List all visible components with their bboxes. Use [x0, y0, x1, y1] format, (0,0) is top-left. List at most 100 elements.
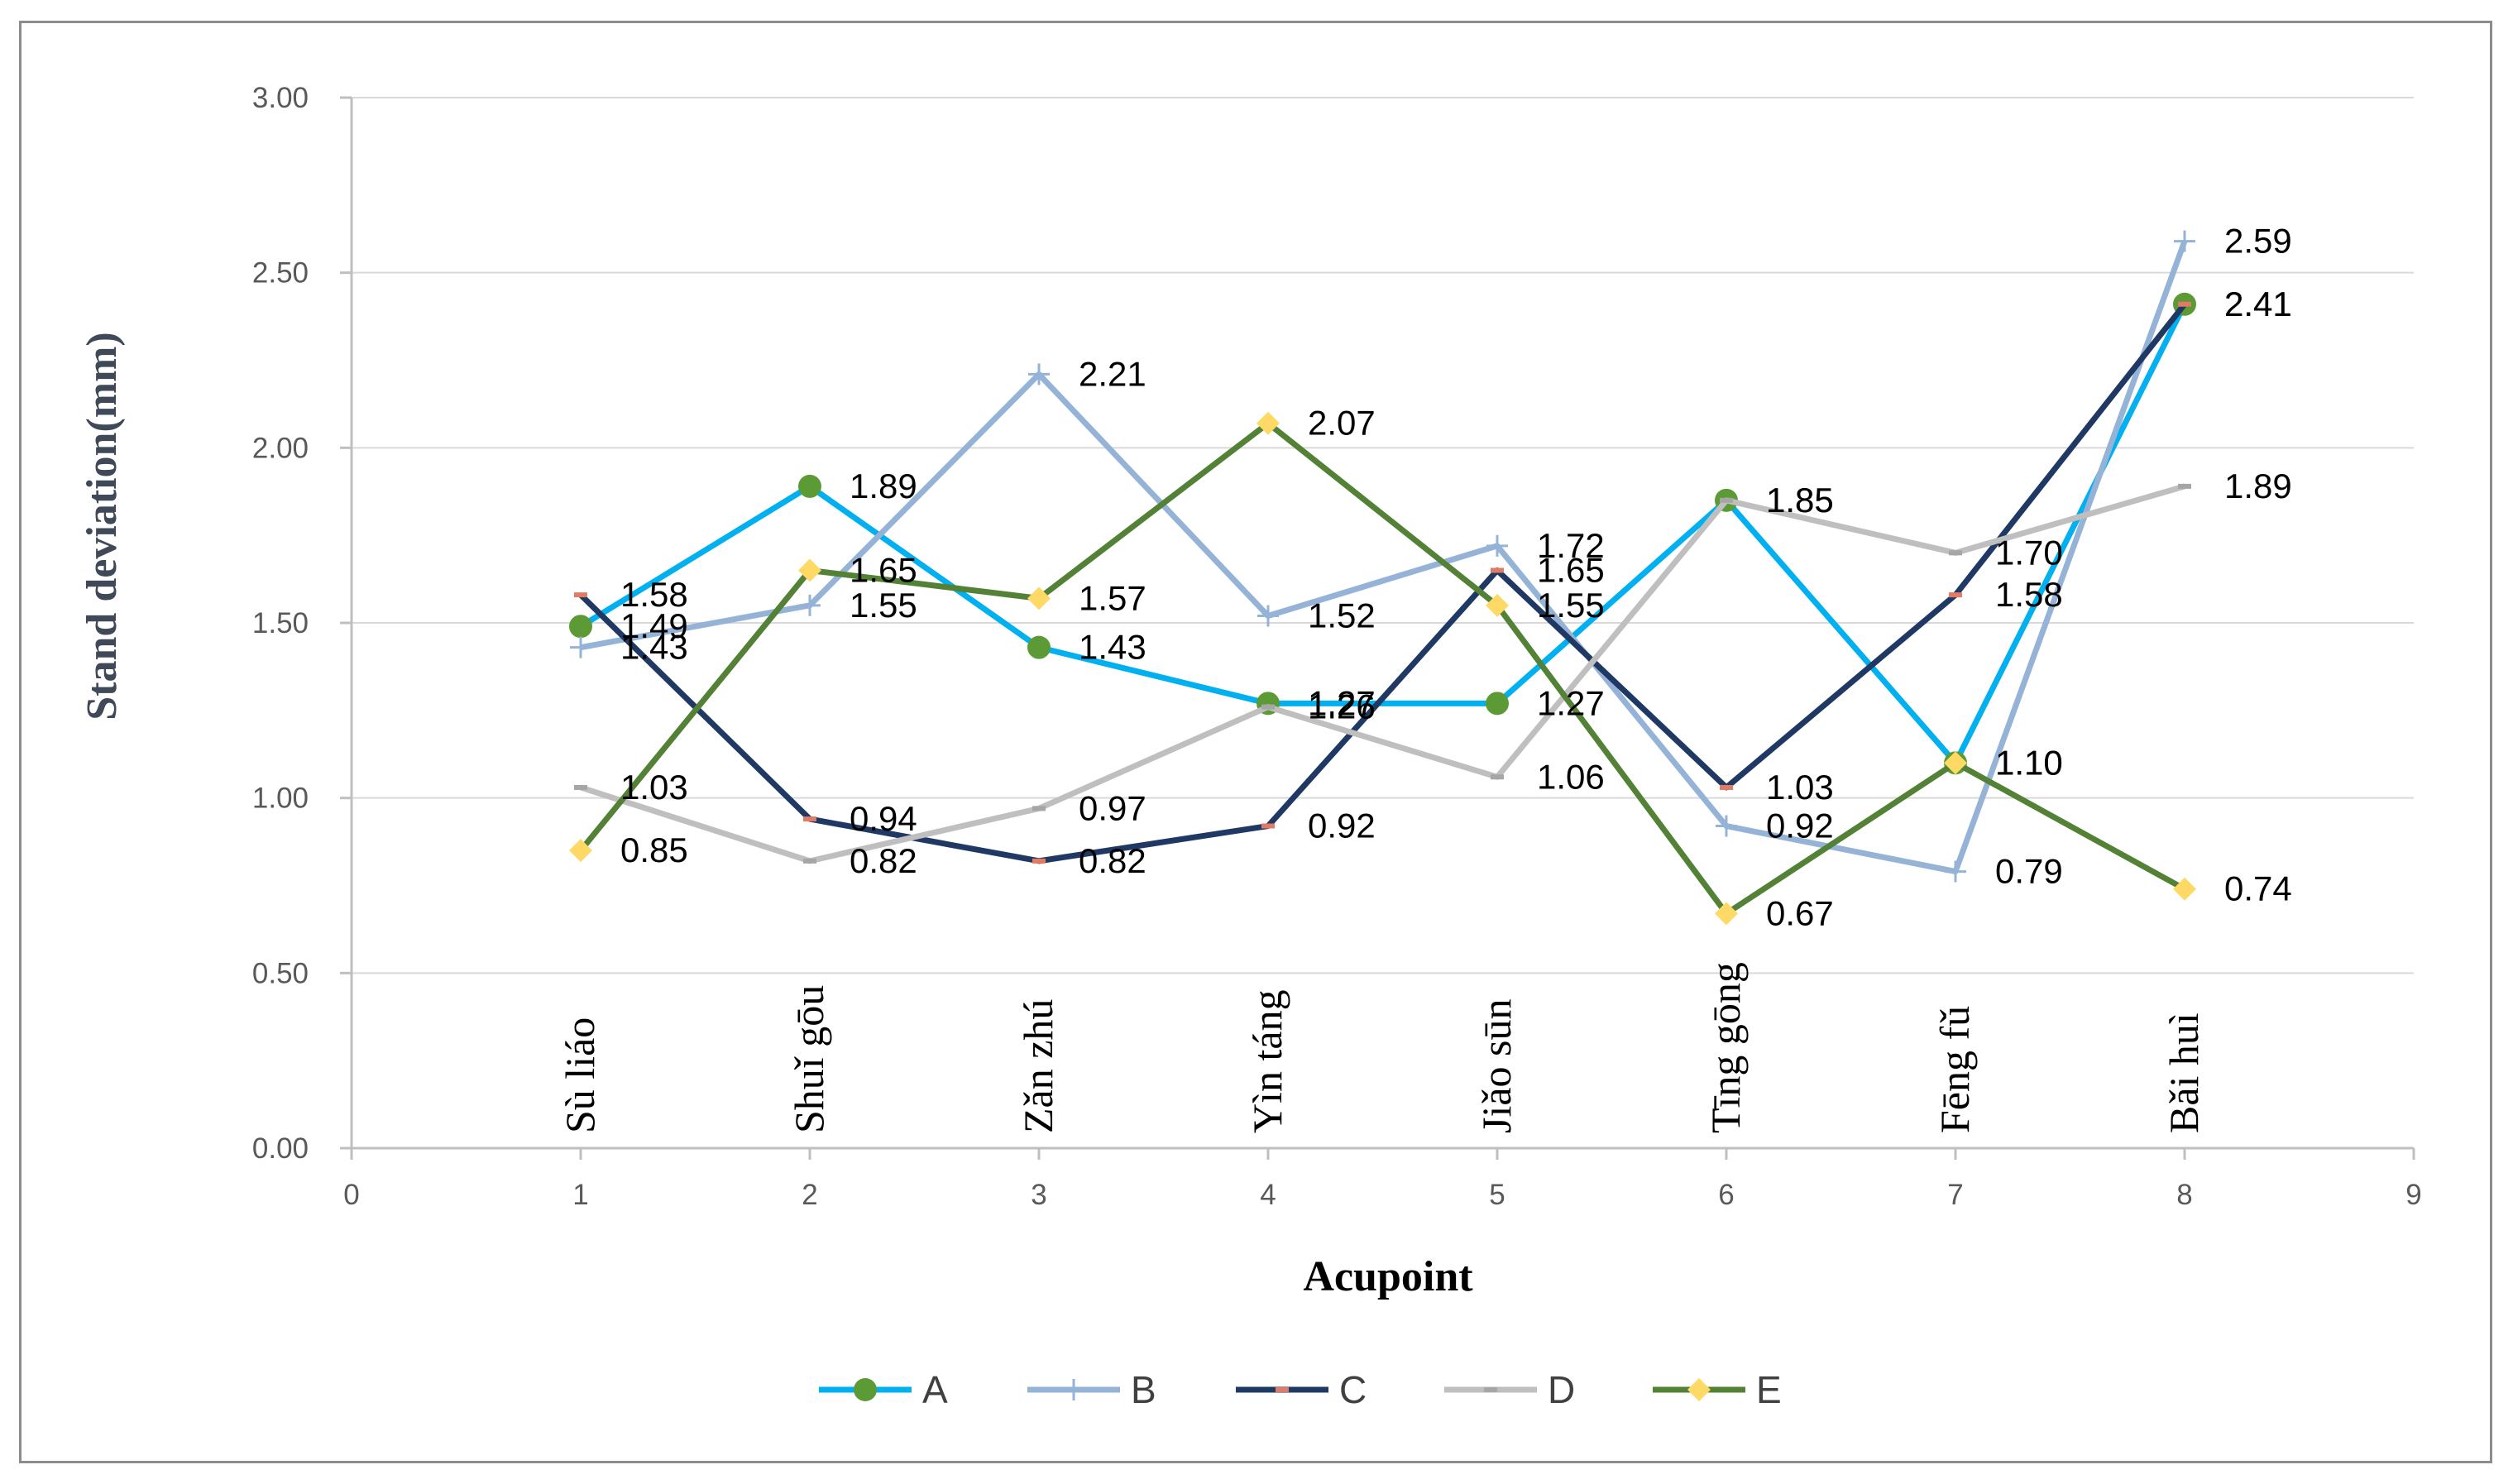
point-marker: [1063, 1379, 1084, 1400]
x-tick-label: 2: [802, 1179, 817, 1211]
point-marker: [803, 816, 816, 822]
point-marker: [854, 1378, 877, 1401]
point-marker: [1484, 1387, 1497, 1392]
category-label: Tīng gōng: [1702, 962, 1749, 1133]
point-marker: [1491, 567, 1504, 573]
category-labels: Sù liáo Shuǐ gōu Zǎn zhú Yìn táng Jiǎo sūn Tī…: [557, 962, 2207, 1133]
data-label-B: 2.21: [1079, 354, 1146, 393]
legend-item-B: B: [1027, 1368, 1156, 1411]
data-label-D: 0.82: [850, 841, 917, 880]
data-label-B: 2.59: [2224, 222, 2292, 261]
y-axis-title: Stand deviation(mm): [79, 332, 126, 720]
x-tick-label: 0: [343, 1179, 359, 1211]
data-label-A: 1.27: [1308, 683, 1376, 722]
point-marker: [1027, 586, 1051, 610]
y-tick-label: 1.50: [252, 607, 309, 639]
data-label-A: 1.89: [850, 467, 917, 505]
data-label-E: 1.57: [1079, 578, 1146, 617]
data-label-A: 1.10: [1995, 743, 2063, 782]
y-tick-label: 0.50: [252, 957, 309, 989]
data-labels: 1.49 1.89 1.43 1.27 1.27 1.85 1.10 2.41 1.43 1.55…: [620, 222, 2292, 933]
point-marker: [2173, 877, 2196, 901]
legend-label: D: [1548, 1368, 1575, 1411]
data-label-E: 0.74: [2224, 869, 2292, 908]
data-label-A: 1.49: [620, 606, 688, 645]
data-label-C: 0.94: [850, 799, 917, 838]
series-D: [574, 483, 2191, 864]
point-marker: [799, 594, 821, 616]
legend-label: A: [922, 1368, 948, 1411]
point-marker: [1945, 860, 1966, 883]
y-tick-label: 2.50: [252, 257, 309, 290]
point-marker: [574, 592, 587, 598]
y-tick-labels: 0.00 0.50 1.00 1.50 2.00 2.50 3.00: [252, 82, 309, 1165]
point-marker: [803, 858, 816, 864]
data-label-B: 0.92: [1766, 807, 1834, 845]
category-label: Bǎi huì: [2161, 1012, 2207, 1133]
data-label-D: 1.06: [1537, 757, 1605, 796]
point-marker: [1276, 1387, 1289, 1392]
point-marker: [1032, 806, 1046, 811]
data-label-B: 0.79: [1995, 852, 2063, 891]
x-tick-label: 6: [1718, 1179, 1734, 1211]
y-tick-label: 3.00: [252, 82, 309, 114]
data-label-D: 1.89: [2224, 467, 2292, 505]
point-marker: [1944, 751, 1967, 775]
point-marker: [569, 839, 592, 863]
category-label: Sù liáo: [557, 1017, 603, 1133]
data-label-D: 0.97: [1079, 788, 1146, 827]
y-tick-label: 2.00: [252, 432, 309, 464]
data-label-D: 1.85: [1766, 481, 1834, 519]
data-label-B: 1.72: [1537, 526, 1605, 565]
data-label-A: 1.85: [1766, 481, 1834, 519]
y-tick-label: 0.00: [252, 1132, 309, 1165]
data-label-C: 2.41: [2224, 285, 2292, 323]
data-label-D: 1.26: [1308, 687, 1376, 726]
data-label-D: 1.03: [620, 768, 688, 807]
series-line-C: [578, 302, 2187, 864]
series-line-D: [579, 483, 2185, 864]
data-label-C: 1.58: [1995, 575, 2063, 614]
x-tick-label: 8: [2176, 1179, 2192, 1211]
x-tick-label: 9: [2405, 1179, 2421, 1211]
data-label-E: 1.65: [850, 551, 917, 590]
gridlines: [340, 96, 2415, 1160]
point-marker: [1027, 635, 1051, 659]
point-marker: [1256, 411, 1280, 435]
point-marker: [1491, 774, 1504, 780]
point-marker: [1261, 823, 1275, 829]
point-marker: [1032, 858, 1046, 864]
x-axis-title: Acupoint: [1303, 1253, 1473, 1300]
data-label-E: 1.55: [1537, 586, 1605, 625]
data-label-C: 1.58: [620, 575, 688, 614]
point-marker: [1949, 592, 1962, 598]
legend-item-A: A: [819, 1368, 948, 1411]
data-label-B: 1.55: [850, 586, 917, 625]
point-marker: [798, 558, 821, 582]
data-label-E: 0.85: [620, 831, 688, 869]
point-marker: [569, 615, 592, 639]
legend: A B C D E: [819, 1368, 1782, 1411]
chart-frame: [19, 21, 2492, 1463]
point-marker: [1261, 704, 1275, 710]
axes: [350, 98, 2414, 1150]
category-label: Shuǐ gōu: [786, 985, 832, 1133]
legend-item-E: E: [1653, 1368, 1782, 1411]
point-marker: [798, 474, 821, 498]
legend-item-C: C: [1236, 1368, 1367, 1411]
category-label: Fēng fǔ: [1931, 1006, 1978, 1133]
data-label-E: 2.07: [1308, 404, 1376, 443]
point-marker: [1715, 902, 1738, 926]
x-tick-label: 5: [1489, 1179, 1505, 1211]
category-label: Yìn táng: [1244, 989, 1290, 1133]
point-marker: [574, 784, 587, 790]
data-label-E: 0.67: [1766, 893, 1834, 932]
series-line-E: [578, 420, 2186, 917]
point-marker: [1720, 784, 1733, 790]
y-tick-label: 1.00: [252, 783, 309, 815]
x-tick-label: 3: [1031, 1179, 1046, 1211]
series-line-B: [580, 240, 2188, 875]
data-label-E: 1.10: [1995, 743, 2063, 782]
series-line-A: [579, 303, 2188, 766]
